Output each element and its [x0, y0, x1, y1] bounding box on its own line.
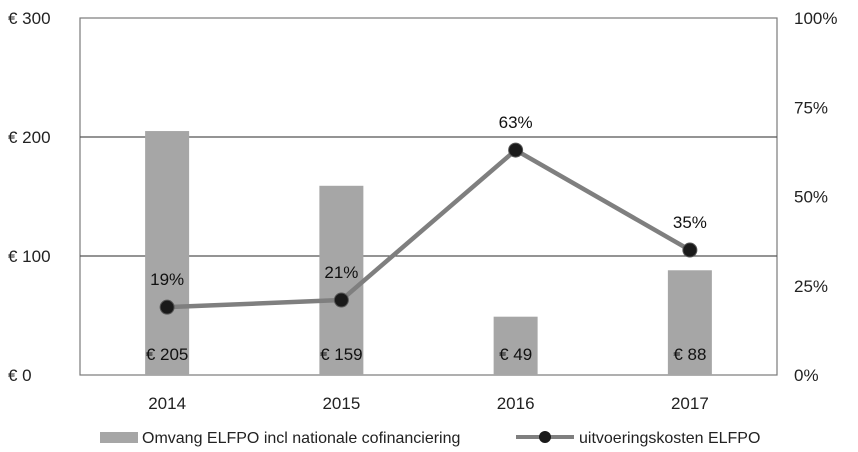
- line-point: [508, 142, 524, 158]
- line-value-label: 35%: [673, 213, 707, 232]
- y-left-tick-label: € 200: [8, 128, 51, 147]
- line-point: [333, 292, 349, 308]
- legend-marker: [539, 431, 551, 443]
- axes: € 0 € 100 € 200 € 300 0% 25% 50% 75% 100% 2014 201…: [8, 9, 837, 413]
- plot-area: [79, 17, 778, 376]
- legend-label-line: uitvoeringskosten ELFPO: [579, 430, 760, 447]
- legend: Omvang ELFPO incl nationale cofinancieri…: [100, 430, 760, 447]
- y-left-tick-label: € 0: [8, 366, 32, 385]
- bar-value-label: € 88: [673, 345, 706, 364]
- bar-series: [145, 131, 712, 375]
- line-value-label: 21%: [324, 263, 358, 282]
- line-value-label: 63%: [499, 113, 533, 132]
- bar: [667, 270, 712, 375]
- line-series: [159, 142, 698, 315]
- series-line: [167, 147, 691, 310]
- y-right-tick-label: 100%: [794, 9, 837, 28]
- bar: [145, 131, 190, 375]
- bar-value-label: € 159: [320, 345, 363, 364]
- bar: [319, 185, 364, 375]
- bar: [493, 316, 538, 375]
- y-right-tick-label: 50%: [794, 188, 828, 207]
- y-left-tick-label: € 300: [8, 9, 51, 28]
- y-right-tick-label: 75%: [794, 98, 828, 117]
- x-tick-label: 2015: [322, 394, 360, 413]
- x-tick-label: 2014: [148, 394, 186, 413]
- x-tick-label: 2017: [671, 394, 709, 413]
- data-labels: € 205 € 159 € 49 € 88 19% 21% 63% 35%: [146, 113, 707, 364]
- y-right-tick-label: 25%: [794, 277, 828, 296]
- line-point: [159, 299, 175, 315]
- line-value-label: 19%: [150, 270, 184, 289]
- line-point: [682, 242, 698, 258]
- gridlines: [80, 136, 777, 257]
- x-tick-label: 2016: [497, 394, 535, 413]
- y-right-tick-label: 0%: [794, 366, 819, 385]
- y-left-tick-label: € 100: [8, 247, 51, 266]
- bar-value-label: € 205: [146, 345, 189, 364]
- bar-value-label: € 49: [499, 345, 532, 364]
- legend-label-bar: Omvang ELFPO incl nationale cofinancieri…: [142, 430, 460, 447]
- legend-swatch-bar: [100, 432, 138, 443]
